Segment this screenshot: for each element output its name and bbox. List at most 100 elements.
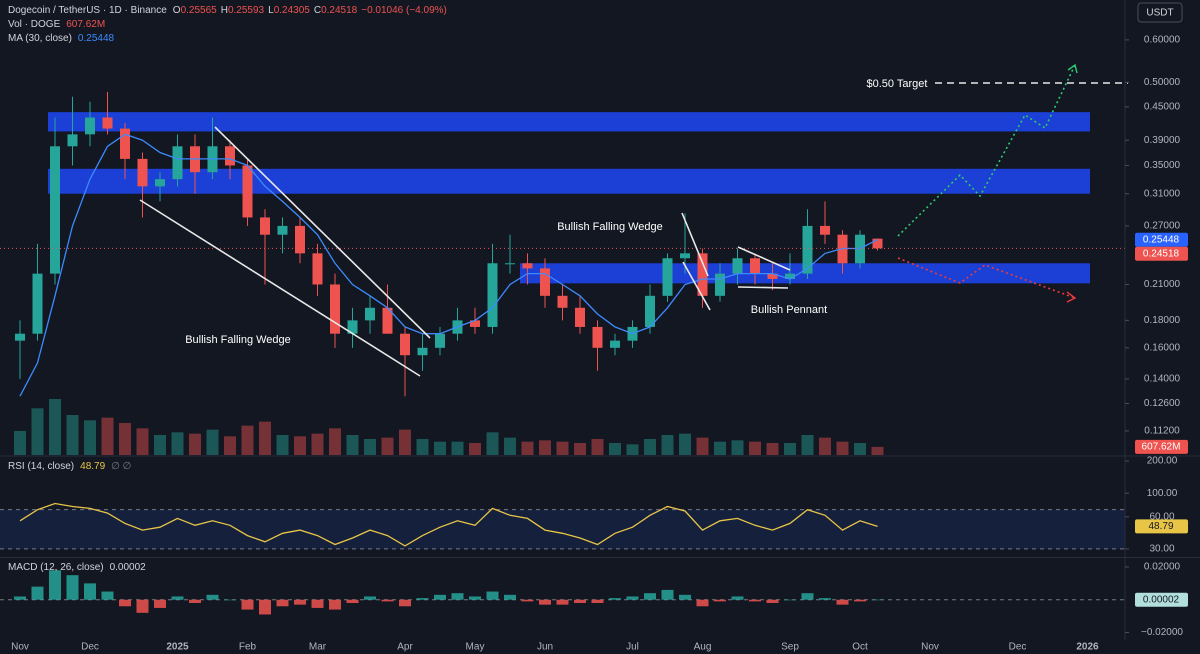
macd-histogram-bar — [714, 599, 726, 602]
macd-histogram-bar — [626, 596, 639, 600]
macd-histogram-bar — [294, 599, 306, 605]
volume-bar — [381, 437, 394, 455]
volume-bar — [836, 441, 849, 455]
macd-histogram-bar — [784, 599, 796, 601]
volume-bar — [136, 428, 149, 455]
candle-body — [365, 307, 375, 321]
candle-body — [802, 225, 813, 274]
candle-body — [575, 307, 585, 327]
last-price-tag-bg — [1135, 246, 1188, 261]
macd-histogram-bar — [241, 599, 254, 610]
candle-body — [697, 253, 708, 296]
macd-histogram-bar — [556, 599, 569, 605]
macd-histogram-bar — [644, 593, 656, 600]
macd-histogram-bar — [171, 596, 184, 600]
candle-body — [400, 333, 410, 356]
rsi-line — [19, 502, 878, 547]
y-tick-label: 0.39000 — [1144, 135, 1181, 146]
y-tick-label: 0.14000 — [1144, 374, 1181, 385]
volume-bar — [346, 435, 359, 455]
candle-body — [785, 273, 795, 279]
candle-body — [295, 225, 305, 254]
macd-histogram-bar — [749, 599, 761, 602]
currency-label[interactable]: USDT — [1146, 8, 1173, 19]
y-tick-label: 0.16000 — [1144, 342, 1181, 353]
volume-bar — [451, 441, 464, 455]
ohlc-key: H — [221, 5, 228, 16]
x-tick-label: Apr — [397, 642, 413, 653]
volume-bar — [819, 437, 831, 455]
ma-price-tag: 0.25448 — [1143, 234, 1180, 245]
macd-histogram-bar — [311, 599, 324, 608]
candle-body — [767, 273, 778, 279]
volume-bar — [626, 444, 639, 455]
wedge-line — [214, 126, 431, 339]
candle-body — [872, 238, 883, 249]
y-tick-label: 60.00 — [1149, 511, 1174, 522]
volume-bar — [539, 440, 551, 455]
candle-body — [260, 217, 270, 235]
candle-body — [50, 146, 60, 274]
ohlc-value: 0.24305 — [274, 5, 311, 16]
macd-histogram-bar — [661, 589, 674, 600]
macd-histogram-bar — [66, 575, 79, 600]
wedge-line — [681, 212, 709, 277]
volume-bar — [644, 439, 656, 455]
candle-body — [172, 146, 183, 180]
macd-histogram-bar — [766, 599, 779, 604]
price-change: −0.01046 (−4.09%) — [361, 5, 447, 16]
rsi-tag-bg — [1135, 519, 1188, 534]
macd-histogram-bar — [696, 599, 709, 607]
volume-bar — [609, 443, 621, 455]
ohlc-key: O — [173, 5, 181, 16]
y-tick-label: 0.35000 — [1144, 160, 1181, 171]
macd-histogram-bar — [574, 599, 586, 604]
volume-bar — [801, 435, 814, 455]
y-tick-label: 0.11200 — [1144, 426, 1180, 437]
macd-histogram-bar — [224, 599, 236, 601]
volume-bar — [101, 417, 114, 455]
macd-histogram-bar — [84, 583, 96, 600]
candle-body — [120, 128, 130, 159]
volume-bar — [224, 436, 236, 455]
volume-bar — [696, 437, 709, 455]
volume-bar — [364, 439, 376, 455]
candle-body — [417, 347, 428, 356]
volume-bar — [259, 421, 271, 455]
x-tick-label: Feb — [239, 642, 257, 653]
candle-body — [225, 146, 235, 166]
volume-bar — [84, 420, 96, 455]
rsi-band — [0, 509, 1125, 549]
ma-legend: MA (30, close) 0.25448 — [8, 33, 115, 44]
annotation: $0.50 Target — [867, 78, 928, 90]
legend-value: 607.62M — [66, 19, 105, 30]
x-tick-label: Dec — [1009, 642, 1027, 653]
candle-body — [67, 134, 78, 147]
candle-body — [347, 320, 358, 334]
y-tick-label: 0.45000 — [1144, 102, 1181, 113]
candle-body — [487, 263, 498, 327]
macd-histogram-bar — [434, 594, 446, 600]
ohlc-value: 0.25565 — [181, 5, 218, 16]
ohlc-value: 0.24518 — [321, 5, 358, 16]
macd-histogram-bar — [399, 599, 411, 607]
volume-bar — [434, 441, 446, 455]
candle-body — [610, 340, 620, 348]
volume-bar — [679, 433, 691, 455]
macd-histogram-bar — [14, 596, 26, 600]
support-zone — [48, 112, 1090, 132]
volume-bar — [714, 441, 726, 455]
x-tick-label: 2025 — [166, 642, 189, 653]
volume-bar — [241, 425, 254, 455]
currency-button[interactable] — [1137, 2, 1183, 23]
volume-bar — [399, 429, 411, 455]
ohlc-key: L — [268, 5, 274, 16]
volume-bar — [31, 408, 44, 455]
macd-histogram-bar — [416, 598, 429, 600]
macd-histogram-bar — [854, 599, 866, 602]
macd-histogram-bar — [801, 593, 814, 600]
candle-body — [330, 284, 340, 334]
candle-body — [102, 117, 113, 129]
last-price-tag: 0.24518 — [1143, 248, 1180, 259]
